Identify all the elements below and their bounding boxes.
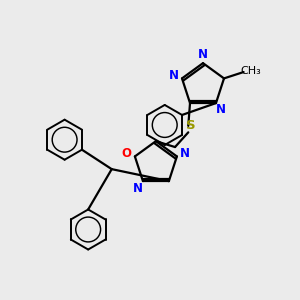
Text: O: O xyxy=(122,147,131,160)
Text: S: S xyxy=(186,119,195,132)
Text: N: N xyxy=(133,182,143,195)
Text: N: N xyxy=(180,147,190,160)
Text: N: N xyxy=(216,103,226,116)
Text: N: N xyxy=(198,48,208,61)
Text: N: N xyxy=(169,69,179,82)
Text: CH₃: CH₃ xyxy=(240,66,261,76)
